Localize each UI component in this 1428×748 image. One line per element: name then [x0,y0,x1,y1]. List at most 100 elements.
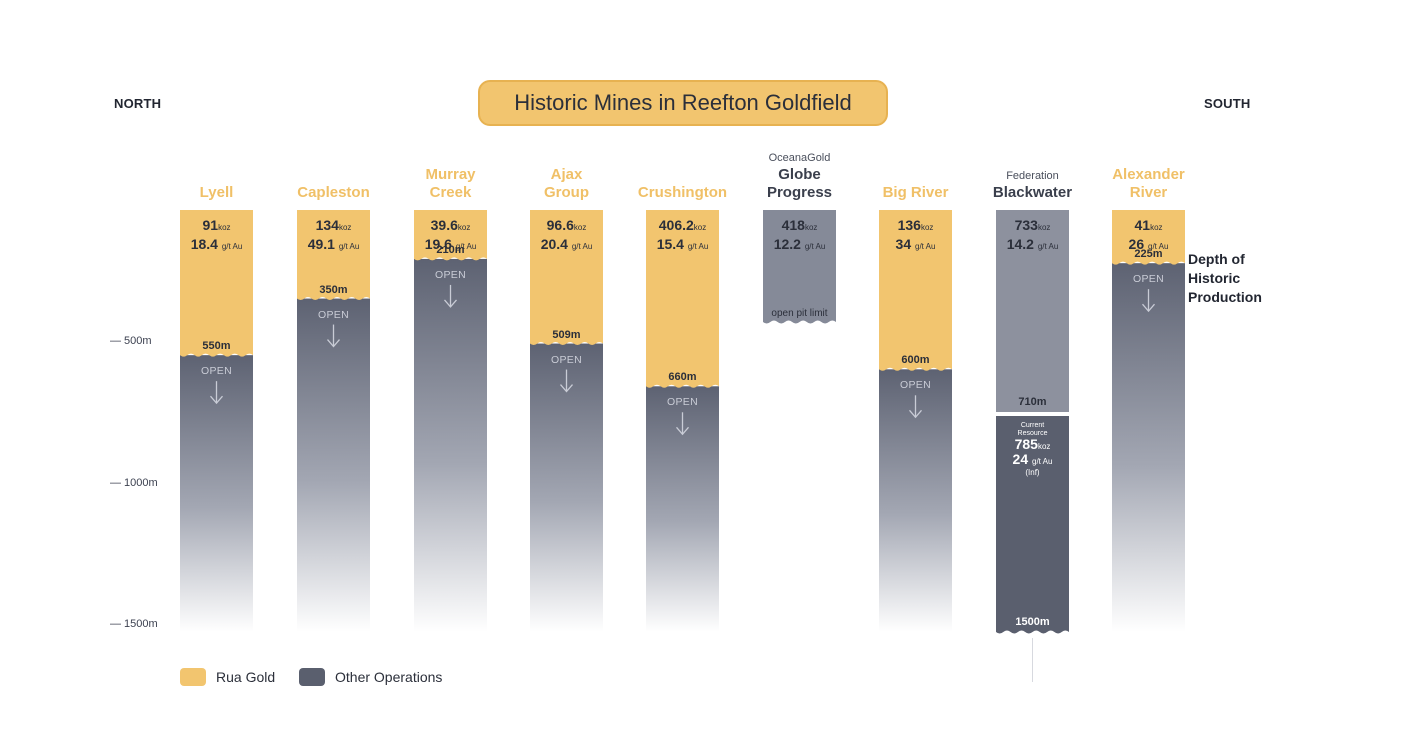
koz-unit: koz [218,223,231,232]
depth-label: 600m [901,354,930,367]
koz-unit: koz [693,223,707,232]
mine-koz: 39.6koz [414,217,487,236]
mine-grade: 12.2 g/t Au [763,236,836,255]
mine-bar-historic [530,210,603,346]
mine-bar-historic [646,210,719,388]
mine-bar-open [297,298,370,632]
resource-grade-unit: g/t Au [1032,457,1053,466]
grade-unit: g/t Au [221,242,243,251]
mine-name: Ajax [550,166,583,183]
depth-of-production-note: Depth of Historic Production [1188,250,1262,307]
current-resource-bar [996,416,1069,634]
koz-value: 91 [202,217,219,233]
mine-grade: 26 g/t Au [1112,236,1185,255]
koz-value: 41 [1134,217,1151,233]
mine-operator: OceanaGold [768,152,831,164]
koz-unit: koz [457,223,471,232]
mine-name: Crushington [637,184,728,201]
legend-swatch-other [299,668,325,686]
mine-name: Blackwater [992,184,1073,201]
y-tick-label: — 500m [110,335,152,347]
mine-stats: 96.6koz 20.4 g/t Au [530,217,603,255]
resource-grade: 24 g/t Au [996,451,1069,468]
resource-grade-value: 24 [1012,451,1032,467]
mine-name: Alexander [1112,166,1185,183]
mine-name: Big River [882,184,949,201]
mine-name: Progress [766,184,833,201]
mine-name-label: Murray Creek [396,166,506,202]
grade-unit: g/t Au [804,242,826,251]
mine-bar-historic [297,210,370,301]
open-label: OPEN [551,353,582,366]
mine-stats: 41koz 26 g/t Au [1112,217,1185,255]
mine-bar-historic [763,210,836,324]
grade-value: 15.4 [656,236,688,252]
open-arrow-head [444,299,457,308]
mine-name-label: Lyell [162,184,272,202]
open-label: OPEN [900,379,931,392]
grade-unit: g/t Au [915,242,936,251]
mine-grade: 49.1 g/t Au [297,236,370,255]
grade-value: 49.1 [307,236,339,252]
grade-unit: g/t Au [687,242,709,251]
depth-label: 225m [1134,248,1163,261]
open-arrow-head [560,384,573,393]
grade-value: 19.6 [424,236,456,252]
legend-label: Other Operations [335,669,443,685]
grade-value: 26 [1128,236,1148,252]
direction-north: NORTH [114,96,162,111]
koz-value: 733 [1014,217,1038,233]
mine-koz: 136koz [879,217,952,236]
note-line: Historic [1188,270,1241,286]
mine-koz: 733koz [996,217,1069,236]
mine-stats: 39.6koz 19.6 g/t Au [414,217,487,255]
mine-koz: 41koz [1112,217,1185,236]
mine-stats: 134koz 49.1 g/t Au [297,217,370,255]
current-resource-title: Resource [1017,430,1048,437]
grade-value: 20.4 [540,236,572,252]
mine-name-label: Crushington [628,184,738,202]
mine-grade: 34 g/t Au [879,236,952,255]
open-arrow-head [676,426,689,436]
mine-name-label: Big River [861,184,971,202]
mine-koz: 96.6koz [530,217,603,236]
koz-value: 136 [897,217,921,233]
mine-name: Lyell [199,184,234,201]
current-resource-title: Current [1020,422,1045,429]
mine-name-label: Alexander River [1094,166,1204,202]
depth-label: 350m [319,283,348,296]
mine-bar-historic [879,210,952,371]
koz-unit: koz [1037,223,1051,232]
grade-unit: g/t Au [1037,242,1059,251]
mine-name-label: OceanaGold Globe Progress [745,151,855,202]
grade-value: 12.2 [773,236,805,252]
mine-name-label: Federation Blackwater [978,169,1088,202]
mine-name: Group [544,184,589,201]
mine-grade: 20.4 g/t Au [530,236,603,255]
resource-bottom-label: 1500m [1015,616,1050,628]
grade-unit: g/t Au [455,242,477,251]
koz-value: 134 [315,217,339,233]
legend-other-operations: Other Operations [299,668,442,686]
koz-unit: koz [573,223,587,232]
legend-rua-gold: Rua Gold [180,668,275,686]
note-line: Depth of [1188,251,1245,267]
open-pit-limit-label: open pit limit [771,308,828,319]
depth-label: 210m [436,243,465,256]
resource-note: (Inf) [1025,468,1040,477]
grade-value: 18.4 [190,236,222,252]
mine-name-label: Ajax Group [512,166,622,202]
depth-label: 660m [668,371,697,384]
koz-unit: koz [338,223,352,232]
mine-koz: 134koz [297,217,370,236]
koz-value: 39.6 [430,217,458,233]
mine-grade: 18.4 g/t Au [180,236,253,255]
mine-name: Globe [778,166,821,183]
depth-label: 710m [1018,396,1047,408]
mine-bar-open [1112,263,1185,632]
mine-name: Capleston [297,184,370,201]
mine-koz: 418koz [763,217,836,236]
mine-bar-open [414,258,487,632]
open-arrow-head [1142,303,1155,313]
